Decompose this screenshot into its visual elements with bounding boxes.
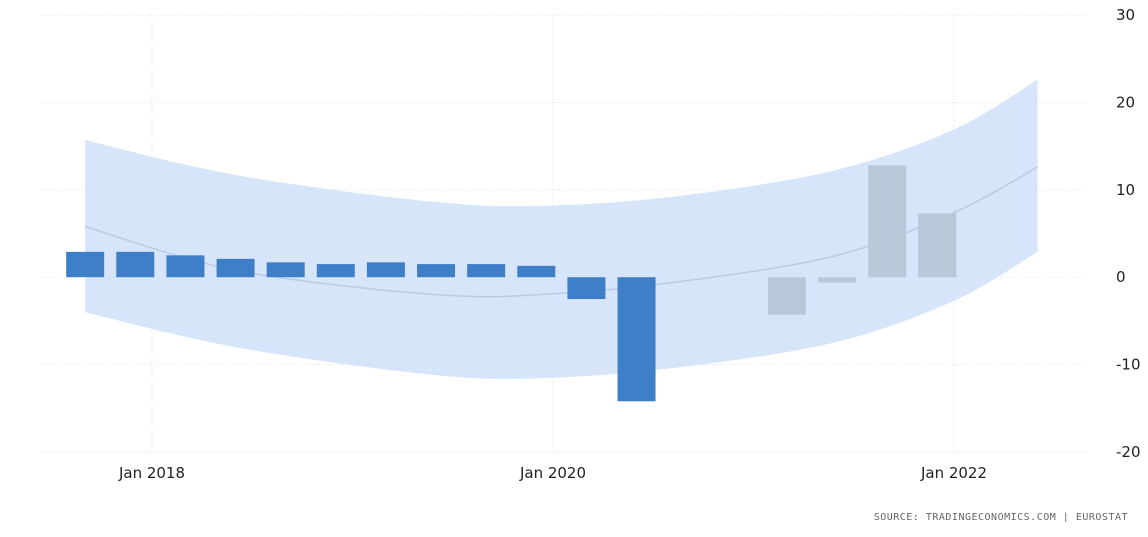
bar-actual <box>617 277 656 402</box>
x-tick-label: Jan 2020 <box>519 464 586 482</box>
bar-actual <box>417 264 456 278</box>
bar-forecast <box>918 213 957 278</box>
bar-actual <box>116 251 155 278</box>
bar-actual <box>216 258 255 278</box>
bar-actual <box>467 264 506 278</box>
y-tick-label: 0 <box>1116 268 1126 286</box>
y-tick-label: 30 <box>1116 6 1135 24</box>
bars-layer <box>66 165 957 402</box>
bar-actual <box>517 265 556 278</box>
bar-forecast <box>818 277 857 283</box>
y-tick-label: -10 <box>1116 356 1141 374</box>
x-tick-label: Jan 2022 <box>920 464 987 482</box>
x-tick-label: Jan 2018 <box>118 464 185 482</box>
bar-actual <box>266 262 305 278</box>
bar-actual <box>567 277 606 300</box>
axis-labels-layer: 30 20 10 0 -10 -20 Jan 2018 Jan 2020 Jan 2022 <box>118 6 1141 482</box>
y-tick-label: 20 <box>1116 93 1135 111</box>
bar-forecast <box>868 165 907 278</box>
bar-actual <box>66 251 105 278</box>
bar-actual <box>366 262 405 278</box>
bar-forecast <box>767 277 806 315</box>
y-tick-label: 10 <box>1116 181 1135 199</box>
source-label: SOURCE: TRADINGECONOMICS.COM | EUROSTAT <box>874 512 1128 523</box>
y-tick-label: -20 <box>1116 443 1141 461</box>
bar-actual <box>316 264 355 278</box>
bar-actual <box>166 255 205 278</box>
